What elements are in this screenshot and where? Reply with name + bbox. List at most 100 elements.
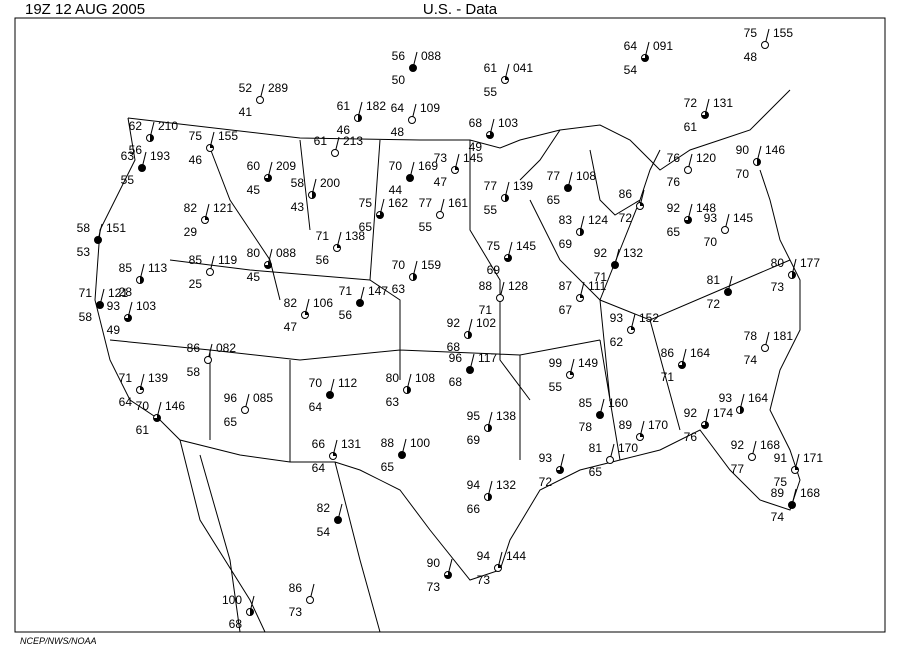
sky-cover	[138, 164, 146, 172]
sky-cover	[337, 244, 341, 248]
dewpoint: 69	[559, 237, 573, 251]
dewpoint: 76	[684, 430, 698, 444]
sky-cover	[334, 516, 342, 524]
sky-cover	[504, 254, 512, 262]
temperature: 75	[359, 196, 373, 210]
sky-cover	[264, 174, 272, 182]
temperature: 73	[434, 151, 448, 165]
sky-cover	[570, 371, 574, 375]
station-circle	[306, 596, 314, 604]
temperature: 93	[704, 211, 718, 225]
pressure: 139	[148, 371, 168, 385]
pressure: 132	[623, 246, 643, 260]
map-frame	[14, 17, 886, 633]
sky-cover	[356, 299, 364, 307]
dewpoint: 61	[136, 423, 150, 437]
pressure: 103	[498, 116, 518, 130]
sky-cover	[678, 361, 686, 369]
dewpoint: 63	[392, 282, 406, 296]
sky-cover	[701, 111, 709, 119]
sky-cover	[556, 466, 564, 474]
pressure: 120	[696, 151, 716, 165]
station-circle	[408, 116, 416, 124]
temperature: 58	[291, 176, 305, 190]
dewpoint: 71	[661, 370, 675, 384]
sky-cover	[250, 608, 254, 616]
sky-cover	[455, 166, 459, 170]
temperature: 86	[289, 581, 303, 595]
dewpoint: 65	[667, 225, 681, 239]
temperature: 76	[667, 151, 681, 165]
dewpoint: 56	[339, 308, 353, 322]
temperature: 93	[107, 299, 121, 313]
pressure: 145	[516, 239, 536, 253]
sky-cover	[498, 564, 502, 568]
sky-cover	[631, 326, 635, 330]
pressure: 108	[415, 371, 435, 385]
temperature: 70	[136, 399, 150, 413]
dewpoint: 68	[449, 375, 463, 389]
pressure: 161	[448, 196, 468, 210]
pressure: 146	[765, 143, 785, 157]
pressure: 131	[341, 437, 361, 451]
temperature: 93	[719, 391, 733, 405]
station-circle	[606, 456, 614, 464]
sky-cover	[124, 314, 132, 322]
pressure: 119	[218, 253, 237, 267]
station-circle	[241, 406, 249, 414]
sky-cover	[596, 411, 604, 419]
temperature: 71	[119, 371, 133, 385]
pressure: 148	[696, 201, 716, 215]
temperature: 71	[339, 284, 353, 298]
pressure: 128	[508, 279, 528, 293]
dewpoint: 56	[129, 143, 143, 157]
pressure: 170	[618, 441, 638, 455]
dewpoint: 49	[469, 140, 483, 154]
temperature: 81	[589, 441, 603, 455]
sky-cover	[488, 493, 492, 501]
dewpoint: 72	[707, 297, 721, 311]
pressure: 174	[713, 406, 733, 420]
dewpoint: 65	[589, 465, 603, 479]
pressure: 106	[313, 296, 333, 310]
sky-cover	[724, 288, 732, 296]
pressure: 088	[276, 246, 296, 260]
pressure: 117	[478, 351, 497, 365]
dewpoint: 50	[392, 73, 406, 87]
pressure: 139	[513, 179, 533, 193]
sky-cover	[701, 421, 709, 429]
dewpoint: 55	[549, 380, 563, 394]
pressure: 152	[639, 311, 659, 325]
dewpoint: 68	[229, 617, 243, 631]
temperature: 82	[317, 501, 331, 515]
station-circle	[684, 166, 692, 174]
pressure: 170	[648, 418, 668, 432]
sky-cover	[150, 134, 154, 142]
temperature: 96	[449, 351, 463, 365]
dewpoint: 62	[610, 335, 624, 349]
sky-cover	[305, 311, 309, 315]
station-circle	[206, 268, 214, 276]
temperature: 92	[594, 246, 608, 260]
temperature: 75	[189, 129, 203, 143]
temperature: 85	[119, 261, 133, 275]
sky-cover	[468, 331, 472, 339]
temperature: 99	[549, 356, 563, 370]
station-circle	[748, 453, 756, 461]
temperature: 100	[222, 593, 242, 607]
temperature: 85	[579, 396, 593, 410]
temperature: 94	[467, 478, 481, 492]
dewpoint: 70	[704, 235, 718, 249]
dewpoint: 54	[317, 525, 331, 539]
sky-cover	[358, 114, 362, 122]
dewpoint: 56	[316, 253, 330, 267]
pressure: 160	[608, 396, 628, 410]
dewpoint: 29	[184, 225, 198, 239]
dewpoint: 25	[189, 277, 203, 291]
sky-cover	[140, 276, 144, 284]
boundaries	[94, 89, 801, 633]
temperature: 70	[309, 376, 323, 390]
pressure: 169	[418, 159, 438, 173]
dewpoint: 55	[484, 203, 498, 217]
